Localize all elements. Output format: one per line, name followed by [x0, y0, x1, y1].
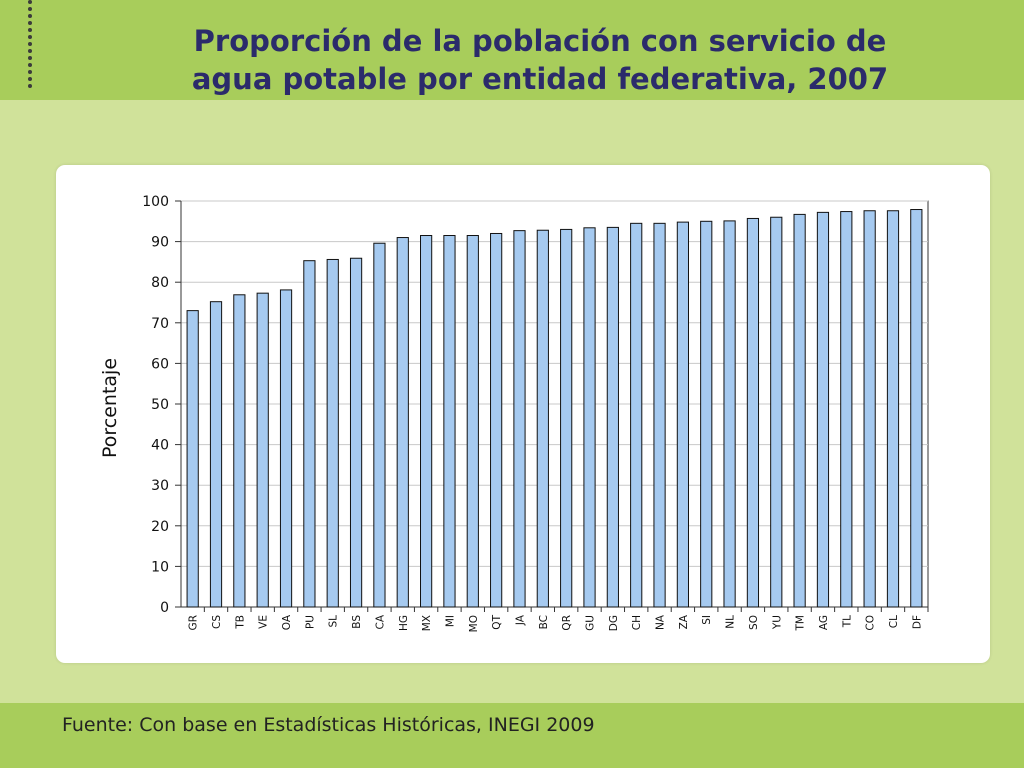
- x-tick-label: GR: [188, 615, 200, 630]
- x-tick-label: TL: [841, 615, 853, 628]
- footer-band: [0, 703, 1024, 768]
- bar-dg: [606, 226, 619, 608]
- bar-tm: [793, 213, 806, 608]
- x-tick-label: CO: [865, 615, 877, 631]
- bar-df: [910, 209, 923, 608]
- slide-title: Proporción de la población con servicio …: [130, 22, 950, 98]
- x-tick-label: TB: [234, 615, 246, 630]
- x-tick-label: MO: [468, 615, 480, 632]
- x-tick-label: QT: [491, 614, 503, 629]
- x-tick-label: ZA: [678, 614, 690, 629]
- bar-bs: [349, 257, 363, 608]
- bar-cl: [886, 210, 900, 608]
- x-tick-label: HG: [398, 615, 410, 631]
- y-tick-label: 0: [160, 600, 169, 616]
- x-tick-label: SO: [748, 615, 760, 630]
- y-tick-label: 10: [151, 559, 169, 575]
- x-tick-label: CA: [374, 614, 386, 629]
- x-tick-label: JA: [514, 614, 526, 626]
- bar-chart: 0 10 20 30 40 50 60 70 80 90 100 GR CS TB VE OA PU SL BS CA…: [99, 194, 929, 632]
- bar-tl: [840, 211, 853, 608]
- bar-bc: [536, 229, 549, 608]
- bar-mi: [443, 235, 456, 608]
- source-footer: Fuente: Con base en Estadísticas Históri…: [62, 714, 595, 736]
- x-tick-label: TM: [795, 615, 807, 631]
- bar-oa: [279, 289, 293, 608]
- x-tick-label: CH: [631, 615, 643, 630]
- title-line-1: Proporción de la población con servicio …: [193, 24, 887, 58]
- x-tick-label: GU: [585, 615, 597, 631]
- bar-co: [863, 210, 876, 608]
- x-tick-label: SI: [701, 615, 713, 625]
- x-tick-label: MX: [421, 615, 433, 631]
- bar-yu: [770, 216, 783, 608]
- bar-si: [700, 220, 713, 608]
- y-tick-label: 100: [142, 194, 169, 210]
- bar-ag: [816, 211, 830, 608]
- chart-panel: 0 10 20 30 40 50 60 70 80 90 100 GR CS TB VE OA PU SL BS CA…: [56, 165, 990, 663]
- header-band: [0, 0, 1024, 100]
- x-tick-label: QR: [561, 615, 573, 631]
- bar-sl: [326, 258, 339, 608]
- x-tick-label: CL: [888, 615, 900, 628]
- bar-ca: [373, 242, 386, 608]
- y-tick-label: 40: [151, 438, 169, 454]
- y-tick-label: 80: [151, 275, 169, 291]
- y-tick-label: 20: [151, 519, 169, 535]
- bar-cs: [209, 301, 223, 608]
- bar-ja: [513, 230, 526, 608]
- bar-nl: [723, 220, 736, 608]
- bar-ch: [630, 222, 643, 608]
- y-tick-label: 50: [151, 397, 169, 413]
- bar-mx: [420, 235, 433, 608]
- x-tick-label: YU: [771, 615, 783, 630]
- x-tick-label: BS: [351, 615, 363, 629]
- x-tick-label: AG: [818, 615, 830, 630]
- decorative-dots: [26, 0, 34, 94]
- x-tick-label: DG: [608, 615, 620, 631]
- y-axis-label: Porcentaje: [99, 358, 121, 458]
- bar-za: [676, 221, 689, 608]
- bar-ve: [256, 292, 269, 608]
- x-tick-label: DF: [911, 615, 923, 629]
- bar-mo: [466, 235, 479, 608]
- y-tick-label: 70: [151, 316, 169, 332]
- x-tick-label: NA: [655, 614, 667, 630]
- y-tick-label: 60: [151, 356, 169, 372]
- x-tick-label: PU: [304, 615, 316, 629]
- title-line-2: agua potable por entidad federativa, 200…: [191, 62, 889, 96]
- bar-qr: [560, 228, 573, 608]
- bar-gr: [186, 310, 199, 608]
- x-tick-label: SL: [328, 615, 340, 628]
- bar-na: [653, 222, 666, 608]
- bar-hg: [396, 237, 409, 608]
- y-tick-label: 30: [151, 478, 169, 494]
- y-tick-label: 90: [151, 235, 169, 251]
- bar-qt: [490, 232, 503, 608]
- x-tick-label: VE: [258, 615, 270, 629]
- x-tick-label: NL: [725, 615, 737, 629]
- bar-pu: [303, 260, 316, 608]
- x-tick-label: BC: [538, 615, 550, 629]
- bar-gu: [583, 227, 596, 608]
- x-tick-label: CS: [211, 615, 223, 629]
- x-tick-label: OA: [281, 614, 293, 630]
- bar-so: [746, 217, 760, 608]
- bar-tb: [233, 294, 246, 608]
- x-tick-label: MI: [444, 615, 456, 627]
